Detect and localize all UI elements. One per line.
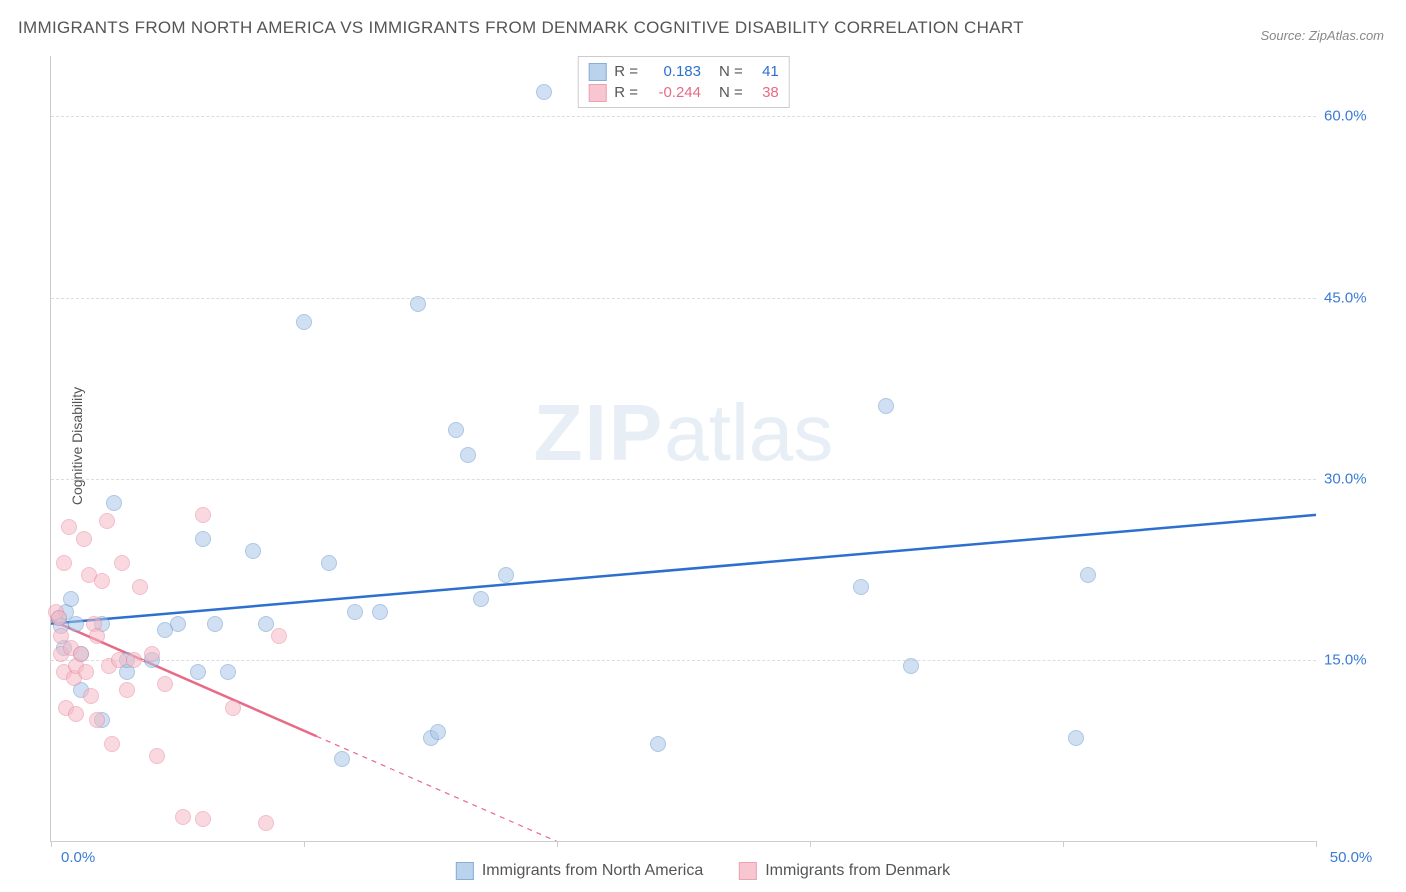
- r-value: 0.183: [646, 61, 701, 82]
- data-point: [903, 658, 919, 674]
- data-point: [321, 555, 337, 571]
- stats-row: R = 0.183 N = 41: [588, 61, 779, 82]
- data-point: [1080, 567, 1096, 583]
- watermark: ZIPatlas: [534, 387, 833, 479]
- data-point: [144, 646, 160, 662]
- n-label: N =: [719, 61, 743, 82]
- data-point: [258, 616, 274, 632]
- y-tick-label: 45.0%: [1324, 289, 1394, 306]
- data-point: [195, 531, 211, 547]
- x-tick-mark: [304, 841, 305, 847]
- data-point: [430, 724, 446, 740]
- data-point: [104, 736, 120, 752]
- data-point: [63, 591, 79, 607]
- data-point: [372, 604, 388, 620]
- bottom-legend: Immigrants from North America Immigrants …: [456, 862, 950, 880]
- n-value: 38: [751, 82, 779, 103]
- legend-label: Immigrants from North America: [482, 862, 703, 880]
- legend-swatch: [588, 84, 606, 102]
- data-point: [56, 555, 72, 571]
- data-point: [175, 809, 191, 825]
- data-point: [536, 84, 552, 100]
- data-point: [220, 664, 236, 680]
- data-point: [225, 700, 241, 716]
- data-point: [132, 579, 148, 595]
- legend-item: Immigrants from North America: [456, 862, 703, 880]
- data-point: [1068, 730, 1084, 746]
- data-point: [68, 706, 84, 722]
- data-point: [271, 628, 287, 644]
- source-label: Source: ZipAtlas.com: [1260, 28, 1384, 43]
- chart-title: IMMIGRANTS FROM NORTH AMERICA VS IMMIGRA…: [18, 18, 1024, 38]
- data-point: [106, 495, 122, 511]
- data-point: [170, 616, 186, 632]
- y-tick-label: 60.0%: [1324, 108, 1394, 125]
- gridline: [51, 479, 1316, 480]
- data-point: [68, 616, 84, 632]
- y-tick-label: 15.0%: [1324, 651, 1394, 668]
- data-point: [76, 531, 92, 547]
- trend-lines-svg: [51, 56, 1316, 841]
- data-point: [473, 591, 489, 607]
- stats-row: R = -0.244 N = 38: [588, 82, 779, 103]
- x-tick-label: 50.0%: [1330, 849, 1373, 866]
- data-point: [157, 676, 173, 692]
- x-tick-mark: [1316, 841, 1317, 847]
- x-tick-label: 0.0%: [61, 849, 95, 866]
- data-point: [334, 751, 350, 767]
- data-point: [99, 513, 115, 529]
- data-point: [94, 573, 110, 589]
- r-value: -0.244: [646, 82, 701, 103]
- data-point: [83, 688, 99, 704]
- data-point: [498, 567, 514, 583]
- x-tick-mark: [1063, 841, 1064, 847]
- data-point: [207, 616, 223, 632]
- data-point: [190, 664, 206, 680]
- data-point: [195, 507, 211, 523]
- legend-swatch: [588, 63, 606, 81]
- data-point: [89, 628, 105, 644]
- data-point: [245, 543, 261, 559]
- data-point: [119, 682, 135, 698]
- data-point: [195, 811, 211, 827]
- data-point: [61, 519, 77, 535]
- data-point: [51, 610, 67, 626]
- stats-legend-box: R = 0.183 N = 41 R = -0.244 N = 38: [577, 56, 790, 108]
- data-point: [89, 712, 105, 728]
- legend-item: Immigrants from Denmark: [739, 862, 950, 880]
- n-label: N =: [719, 82, 743, 103]
- gridline: [51, 298, 1316, 299]
- data-point: [296, 314, 312, 330]
- data-point: [410, 296, 426, 312]
- data-point: [347, 604, 363, 620]
- data-point: [853, 579, 869, 595]
- legend-swatch: [456, 862, 474, 880]
- gridline: [51, 660, 1316, 661]
- data-point: [78, 664, 94, 680]
- data-point: [460, 447, 476, 463]
- data-point: [73, 646, 89, 662]
- r-label: R =: [614, 82, 638, 103]
- data-point: [650, 736, 666, 752]
- legend-label: Immigrants from Denmark: [765, 862, 950, 880]
- x-tick-mark: [51, 841, 52, 847]
- x-tick-mark: [810, 841, 811, 847]
- plot-area: ZIPatlas R =0.183N =41R =-0.244N =38 15.…: [50, 56, 1316, 842]
- data-point: [878, 398, 894, 414]
- legend-swatch: [739, 862, 757, 880]
- y-tick-label: 30.0%: [1324, 470, 1394, 487]
- watermark-zip: ZIP: [534, 388, 664, 477]
- data-point: [258, 815, 274, 831]
- gridline: [51, 116, 1316, 117]
- r-label: R =: [614, 61, 638, 82]
- data-point: [448, 422, 464, 438]
- n-value: 41: [751, 61, 779, 82]
- data-point: [111, 652, 127, 668]
- x-tick-mark: [557, 841, 558, 847]
- watermark-atlas: atlas: [664, 388, 833, 477]
- data-point: [114, 555, 130, 571]
- data-point: [126, 652, 142, 668]
- data-point: [149, 748, 165, 764]
